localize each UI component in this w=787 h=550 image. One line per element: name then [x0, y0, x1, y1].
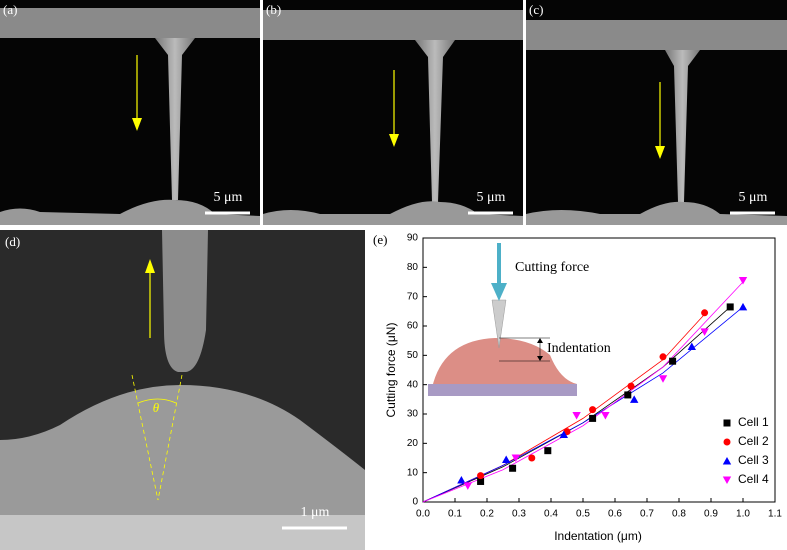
point	[627, 382, 635, 390]
point	[669, 357, 677, 365]
plot-frame	[422, 237, 776, 503]
y-tick-label: 0	[412, 497, 418, 508]
point	[738, 302, 748, 311]
point	[589, 414, 597, 422]
x-axis-label: Indentation (μm)	[554, 529, 642, 543]
y-tick-label: 80	[407, 262, 419, 273]
point	[658, 375, 668, 383]
annotation: Cutting force	[515, 260, 589, 275]
panel-label: (b)	[266, 2, 281, 17]
x-tick-label: 0.6	[608, 509, 622, 520]
fit-line	[422, 281, 744, 503]
point	[601, 411, 610, 420]
sem-image-d: θ 1 μm (d)	[0, 230, 365, 550]
point	[477, 477, 485, 485]
x-tick-label: 0.4	[544, 509, 558, 520]
scale-label: 5 μm	[477, 190, 506, 205]
y-axis-label: Cutting force (μN)	[384, 323, 398, 418]
point	[457, 476, 466, 484]
legend-marker	[722, 457, 732, 465]
point	[463, 482, 472, 490]
y-tick-label: 50	[407, 350, 419, 361]
point	[528, 454, 536, 462]
sem-image-b: 5 μm (b)	[263, 0, 523, 225]
point	[687, 342, 696, 351]
x-tick-label: 0.1	[448, 509, 462, 520]
inset-schematic	[428, 243, 577, 396]
panel-label: (e)	[373, 232, 387, 247]
point	[559, 430, 568, 439]
y-tick-label: 90	[407, 233, 419, 244]
point	[509, 464, 517, 472]
point	[477, 472, 485, 480]
panel-label: (c)	[529, 2, 543, 17]
x-tick-label: 0.3	[512, 509, 526, 520]
sem-image-a: 5 μm (a)	[0, 0, 260, 225]
point	[624, 391, 632, 399]
point	[701, 309, 709, 317]
panel-label: (a)	[3, 2, 17, 17]
y-tick-label: 30	[407, 409, 419, 420]
legend-label: Cell 3	[738, 453, 769, 467]
x-tick-label: 0.9	[704, 509, 718, 520]
y-tick-label: 40	[407, 379, 419, 390]
legend-marker	[722, 476, 732, 484]
sem-image-c: 5 μm (c)	[526, 0, 787, 225]
point	[572, 411, 581, 420]
panel-label: (d)	[5, 234, 20, 249]
point	[511, 454, 520, 462]
scale-label: 5 μm	[739, 190, 768, 205]
scale-label: 1 μm	[301, 505, 330, 520]
point	[659, 353, 667, 361]
x-tick-label: 0.7	[640, 509, 654, 520]
scale-label: 5 μm	[214, 190, 243, 205]
legend-label: Cell 1	[738, 415, 769, 429]
point	[726, 303, 734, 311]
x-tick-label: 0.2	[480, 509, 494, 520]
legend-label: Cell 2	[738, 434, 769, 448]
point	[700, 328, 709, 336]
fit-line	[422, 306, 744, 503]
point	[738, 277, 748, 285]
x-tick-label: 0.5	[576, 509, 590, 520]
legend-label: Cell 4	[738, 472, 769, 486]
angle-label: θ	[153, 400, 160, 415]
x-tick-label: 1.1	[768, 509, 782, 520]
point	[502, 455, 511, 463]
y-tick-label: 10	[407, 467, 419, 478]
point	[544, 447, 552, 455]
legend-marker	[723, 438, 731, 446]
legend-marker	[723, 419, 731, 427]
y-tick-label: 60	[407, 321, 419, 332]
point	[630, 395, 639, 403]
point	[589, 406, 597, 414]
x-tick-label: 0.0	[416, 509, 430, 520]
y-tick-label: 70	[407, 291, 419, 302]
annotation: Indentation	[547, 341, 611, 356]
y-tick-label: 20	[407, 438, 419, 449]
x-tick-label: 0.8	[672, 509, 686, 520]
x-tick-label: 1.0	[736, 509, 750, 520]
